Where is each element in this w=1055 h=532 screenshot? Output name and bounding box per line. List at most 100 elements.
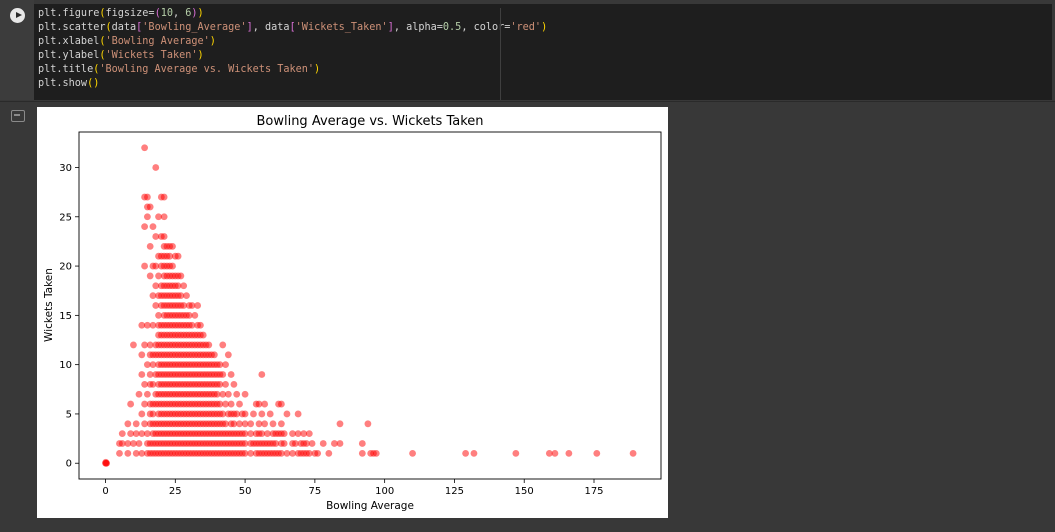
code-cell[interactable]: plt.figure(figsize=(10, 6)) plt.scatter(d… <box>0 0 1055 100</box>
code-line: plt.title('Bowling Average vs. Wickets T… <box>38 63 547 77</box>
scatter-point <box>258 410 266 418</box>
code-editor[interactable]: plt.figure(figsize=(10, 6)) plt.scatter(d… <box>34 4 1052 100</box>
scatter-point <box>565 449 573 457</box>
scatter-point <box>205 341 213 349</box>
cell-divider <box>0 101 1055 102</box>
scatter-point <box>138 371 146 378</box>
output-toggle-icon[interactable] <box>11 110 25 122</box>
scatter-point <box>331 440 338 447</box>
scatter-point <box>294 430 302 438</box>
x-ticks: 0 25 50 75 100 125 150 175 <box>102 479 604 497</box>
scatter-point <box>138 410 146 418</box>
scatter-point <box>141 262 148 270</box>
scatter-point <box>188 321 196 329</box>
scatter-point <box>241 440 249 447</box>
code-token: ) <box>209 36 216 48</box>
scatter-point <box>336 440 344 447</box>
code-token: 10 <box>160 8 173 19</box>
scatter-point <box>146 203 154 211</box>
code-token: [ <box>136 22 143 34</box>
scatter-point <box>222 400 229 408</box>
scatter-point <box>358 449 366 457</box>
x-tick-label: 0 <box>102 486 108 497</box>
x-axis-label: Bowling Average <box>326 500 414 512</box>
code-token: ) <box>197 8 204 19</box>
scatter-point <box>130 341 137 349</box>
scatter-point <box>116 449 123 457</box>
scatter-point <box>277 420 285 428</box>
scatter-point <box>146 341 154 349</box>
code-token: ] <box>246 22 253 34</box>
x-tick-label: 100 <box>375 486 394 497</box>
code-token: [ <box>289 22 296 34</box>
scatter-point <box>219 341 227 349</box>
scatter-point <box>183 292 190 300</box>
scatter-point <box>409 449 416 457</box>
code-token: ] <box>387 22 394 34</box>
scatter-point <box>210 351 218 359</box>
scatter-point <box>227 400 235 408</box>
scatter-point <box>222 380 229 388</box>
scatter-point <box>124 449 132 457</box>
code-token: ) <box>93 78 100 90</box>
scatter-point <box>300 430 308 438</box>
code-line: plt.show() <box>38 77 547 91</box>
scatter-point <box>194 302 202 309</box>
y-axis-label: Wickets Taken <box>43 268 55 342</box>
plot-axes-frame <box>78 131 662 480</box>
scatter-point <box>143 361 151 369</box>
code-token: plt.title <box>38 64 94 76</box>
scatter-point <box>261 420 269 428</box>
scatter-point <box>177 292 185 300</box>
scatter-point <box>143 390 151 398</box>
scatter-point <box>551 449 559 457</box>
scatter-point <box>247 449 255 457</box>
scatter-point <box>199 331 207 339</box>
scatter-point <box>216 380 224 388</box>
scatter-point <box>289 449 296 457</box>
scatter-point <box>160 213 168 221</box>
code-token: 'Wickets Taken' <box>105 50 198 62</box>
scatter-point <box>152 262 160 270</box>
scatter-point <box>152 302 160 309</box>
scatter-point <box>143 193 151 201</box>
scatter-point <box>160 233 168 240</box>
scatter-point <box>272 440 280 447</box>
scatter-point <box>143 430 151 438</box>
code-lines: plt.figure(figsize=(10, 6)) plt.scatter(d… <box>38 7 547 92</box>
scatter-point <box>222 420 229 428</box>
code-token: , <box>172 8 186 19</box>
y-tick-label: 30 <box>59 163 72 174</box>
code-token: plt.xlabel <box>38 36 100 48</box>
code-token: plt.scatter <box>38 22 106 34</box>
plot-output: Bowling Average vs. Wickets Taken Bowlin… <box>37 107 668 518</box>
scatter-point <box>135 390 143 398</box>
scatter-point <box>222 361 229 369</box>
code-token: , alpha= <box>393 22 443 34</box>
scatter-point <box>141 223 148 231</box>
scatter-point <box>303 440 310 447</box>
scatter-point <box>169 242 176 250</box>
scatter-point <box>236 400 243 408</box>
code-line: plt.ylabel('Wickets Taken') <box>38 49 547 63</box>
scatter-point <box>266 410 274 418</box>
scatter-point <box>132 449 140 457</box>
code-token: , data <box>252 22 290 34</box>
x-tick-label: 175 <box>584 486 603 497</box>
scatter-point <box>141 380 148 388</box>
scatter-point <box>236 420 243 428</box>
scatter-point <box>185 311 193 319</box>
scatter-point <box>141 144 148 152</box>
scatter-point <box>277 400 285 408</box>
scatter-point <box>143 321 151 329</box>
scatter-point <box>149 223 157 231</box>
code-token: figsize= <box>105 8 155 19</box>
scatter-point <box>233 390 241 398</box>
scatter-point <box>336 420 344 428</box>
scatter-point <box>149 361 157 369</box>
code-line: plt.scatter(data['Bowling_Average'], dat… <box>38 21 547 35</box>
scatter-point <box>141 420 148 428</box>
play-icon[interactable] <box>10 8 25 23</box>
scatter-point <box>294 410 302 418</box>
